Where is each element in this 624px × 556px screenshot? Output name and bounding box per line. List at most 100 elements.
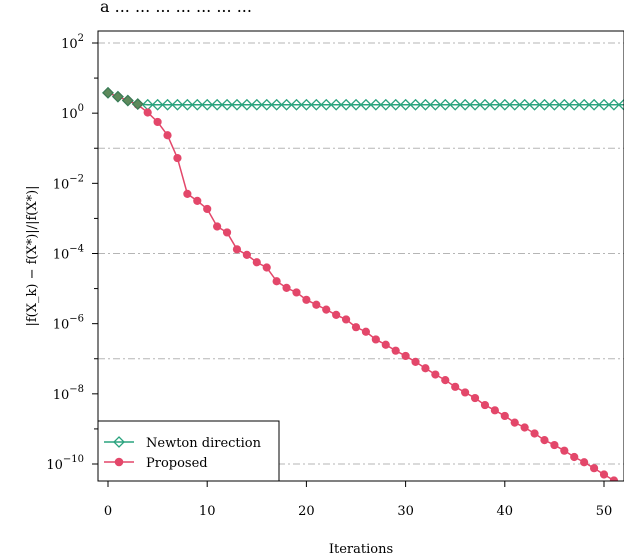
data-point-marker (558, 98, 571, 111)
data-point-marker (369, 98, 382, 111)
data-point-marker (470, 393, 480, 403)
data-point-marker (121, 94, 134, 107)
y-tick-label: 10−2 (53, 173, 84, 192)
data-point-marker (570, 452, 579, 462)
data-point-marker (360, 98, 372, 111)
data-point-marker (201, 98, 214, 111)
data-point-marker (538, 98, 551, 111)
data-point-marker (163, 131, 172, 140)
cropped-caption-text: a ... ... ... ... ... ... ... (100, 0, 252, 16)
data-point-marker (161, 98, 174, 111)
data-point-marker (260, 98, 273, 111)
data-point-marker (411, 357, 420, 367)
data-point-marker (221, 98, 233, 111)
data-point-marker (351, 323, 361, 332)
x-tick-label: 0 (104, 504, 112, 519)
data-point-marker (141, 98, 154, 111)
data-point-marker (231, 98, 243, 111)
data-point-marker (361, 327, 371, 336)
data-point-marker (429, 98, 442, 111)
y-tick-label: 10−8 (53, 384, 84, 403)
data-point-marker (292, 288, 301, 297)
data-point-marker (232, 245, 242, 254)
data-point-marker (479, 98, 491, 111)
plot-series (102, 86, 624, 481)
data-point-marker (302, 295, 311, 304)
data-point-marker (598, 98, 610, 111)
legend-proposed-swatch-marker (114, 457, 124, 467)
data-point-marker (409, 98, 422, 111)
overlap-markers (102, 86, 144, 110)
data-point-marker (330, 98, 343, 111)
data-point-marker (310, 98, 323, 111)
legend: Newton direction Proposed (97, 420, 280, 482)
data-point-marker (252, 258, 261, 267)
data-point-marker (381, 340, 390, 349)
series-line (107, 92, 615, 481)
data-point-marker (312, 300, 321, 309)
data-point-marker (151, 98, 164, 111)
data-point-marker (240, 98, 253, 111)
data-point-marker (211, 98, 224, 111)
legend-label-proposed: Proposed (146, 456, 208, 471)
data-point-marker (490, 406, 499, 415)
data-point-marker (280, 98, 293, 111)
y-tick-label: 100 (61, 103, 84, 122)
data-point-marker (242, 250, 251, 260)
data-point-marker (332, 310, 341, 319)
data-point-marker (322, 305, 331, 314)
data-point-marker (449, 98, 462, 111)
data-point-marker (617, 98, 624, 111)
data-point-marker (340, 98, 352, 111)
data-point-marker (391, 346, 400, 355)
data-point-marker (510, 418, 519, 427)
y-tick-label: 10−4 (53, 244, 84, 263)
data-point-marker (222, 228, 232, 237)
data-point-marker (568, 98, 581, 111)
data-point-marker (183, 189, 192, 198)
data-point-marker (451, 382, 460, 391)
data-point-marker (588, 98, 600, 111)
data-point-marker (350, 98, 362, 111)
data-point-marker (419, 98, 432, 111)
gridlines (98, 42, 624, 465)
data-point-marker (371, 335, 380, 344)
data-point-marker (112, 90, 124, 103)
data-point-marker (379, 98, 392, 111)
y-tick-label: 10−10 (46, 454, 84, 473)
data-point-marker (270, 98, 283, 111)
data-point-marker (320, 98, 333, 111)
plot-frame (97, 30, 624, 482)
x-axis-label: Iterations (329, 542, 393, 556)
data-point-marker (143, 108, 152, 117)
data-point-marker (290, 98, 303, 111)
data-point-marker (262, 263, 271, 272)
data-point-marker (488, 98, 501, 111)
series-line (107, 92, 624, 106)
legend-box (97, 420, 280, 482)
data-point-marker (250, 98, 263, 111)
data-point-marker (608, 98, 620, 111)
data-point-marker (153, 117, 162, 127)
data-point-marker (550, 440, 559, 450)
x-tick-label: 10 (199, 504, 216, 519)
data-point-marker (480, 400, 490, 410)
x-tick-label: 20 (298, 504, 315, 519)
data-point-marker (500, 411, 509, 421)
data-point-marker (193, 196, 202, 205)
data-point-marker (560, 446, 569, 455)
data-point-marker (589, 464, 599, 473)
data-point-marker (213, 222, 222, 231)
data-point-marker (498, 98, 511, 111)
data-point-marker (508, 98, 521, 111)
series-newton-direction (102, 86, 624, 111)
data-point-marker (609, 476, 619, 481)
data-point-marker (540, 436, 549, 445)
data-point-marker (171, 98, 184, 111)
data-point-marker (401, 351, 410, 361)
data-point-marker (578, 98, 591, 111)
data-point-marker (399, 98, 412, 111)
y-axis-label: |f(X_k) − f(X*)|/|f(X*)| (25, 185, 40, 326)
x-tick-label: 40 (497, 504, 514, 519)
